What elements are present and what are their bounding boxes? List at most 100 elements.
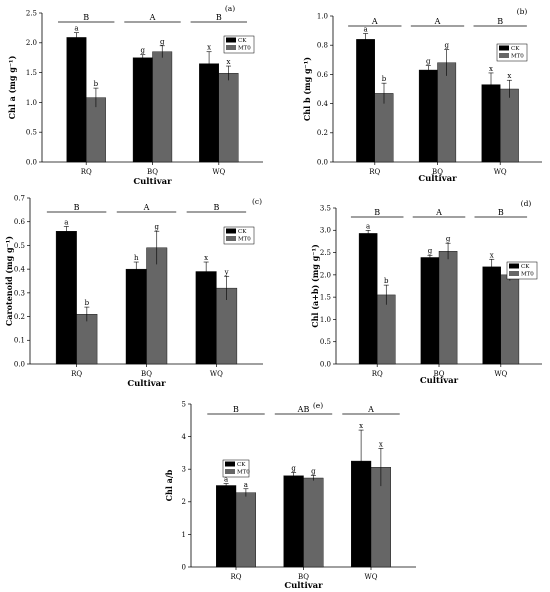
bar-significance-letter: x: [490, 251, 494, 259]
chart-panel-1: 0.0 0.5 1.0 1.5 2.0 2.5 Chl a (mg g⁻¹) Cultivar…: [7, 4, 263, 187]
y-tick-label: 1: [182, 531, 186, 539]
legend-label-mt0: MT0: [521, 272, 534, 278]
bar-mt0: [218, 72, 239, 163]
y-tick-label: 1.0: [317, 12, 328, 20]
bar-significance-letter: x: [507, 72, 511, 80]
y-tick-label: 0.0: [317, 158, 328, 166]
bar-significance-letter: a: [64, 218, 68, 226]
y-tick-label: 0.8: [317, 42, 328, 50]
legend-swatch-ck: [226, 228, 236, 234]
y-tick-label: 1.0: [26, 99, 37, 107]
bar-significance-letter: a: [74, 25, 78, 33]
y-tick-label: 0.6: [317, 71, 329, 79]
y-tick-label: 0.0: [14, 360, 25, 368]
y-tick-label: 1.5: [26, 69, 37, 77]
bar-mt0: [437, 62, 457, 163]
bar-mt0: [235, 492, 256, 568]
legend-label-ck: CK: [521, 264, 530, 270]
bar-significance-letter: b: [94, 80, 99, 88]
bar-significance-letter: g: [155, 223, 160, 231]
x-axis-label: Cultivar: [133, 177, 172, 187]
bar-mt0: [152, 51, 173, 163]
legend-swatch-mt0: [225, 469, 235, 474]
bar-ck: [283, 475, 304, 568]
y-tick-label: 0.2: [14, 313, 25, 321]
x-tick-label: RQ: [81, 168, 92, 176]
legend: CK MT0: [223, 226, 255, 245]
bar-ck: [356, 39, 375, 163]
legend-swatch-ck: [226, 37, 236, 43]
panel-label: (b): [517, 7, 528, 16]
y-tick-label: 2.0: [26, 39, 37, 47]
bar-significance-letter: g: [446, 235, 451, 243]
bar-ck: [418, 69, 438, 163]
bar-mt0: [500, 88, 519, 163]
x-axis-label: Cultivar: [418, 174, 457, 184]
legend-swatch-mt0: [509, 271, 519, 276]
y-tick-label: 5: [182, 400, 186, 408]
legend: CK MT0: [496, 43, 528, 62]
y-tick-label: 1.5: [320, 294, 331, 302]
bar-ck: [358, 233, 378, 365]
bar-significance-letter: g: [141, 47, 146, 55]
y-axis-label: Chl a (mg g⁻¹): [7, 55, 17, 119]
group-significance-letter: B: [233, 405, 239, 414]
x-tick-label: WQ: [494, 168, 507, 176]
legend-swatch-ck: [225, 461, 235, 467]
chart-panel-5: 0 1 2 3 4 5 Chl a/b Cultivar (e) RQ Ba a BQ AB g g WQ Ax x…: [164, 400, 416, 591]
y-tick-label: 0.0: [26, 158, 37, 166]
x-tick-label: BQ: [141, 370, 152, 378]
bar-significance-letter: g: [160, 38, 165, 46]
y-tick-label: 0.0: [320, 360, 331, 368]
x-tick-label: RQ: [369, 168, 380, 176]
legend-label-mt0: MT0: [238, 46, 251, 52]
group-significance-letter: A: [143, 203, 150, 212]
group-significance-letter: B: [497, 17, 503, 26]
bar-ck: [215, 485, 237, 568]
y-tick-label: 0.5: [320, 338, 331, 346]
chart-panel-4: 0.0 0.5 1.0 1.5 2.0 2.5 3.0 3.5 Chl (a+b) (mg g⁻…: [310, 199, 542, 386]
bar-ck: [125, 268, 147, 365]
legend-label-mt0: MT0: [237, 470, 250, 476]
bar-mt0: [500, 274, 520, 365]
bar-significance-letter: a: [364, 26, 368, 34]
bar-mt0: [85, 97, 106, 163]
legend-swatch-ck: [499, 45, 509, 51]
bar-significance-letter: g: [444, 42, 449, 50]
group-significance-letter: B: [83, 13, 89, 22]
chart-panel-3: 0.0 0.1 0.2 0.3 0.4 0.5 0.6 0.7 Carotenoid (mg g…: [4, 194, 263, 389]
bar-significance-letter: b: [384, 277, 389, 285]
y-axis-label: Chl a/b: [164, 469, 174, 501]
y-axis-label: Carotenoid (mg g⁻¹): [4, 236, 14, 326]
bar-ck: [482, 266, 501, 365]
x-axis-label: Cultivar: [284, 581, 323, 591]
group-significance-letter: A: [371, 17, 378, 26]
group-significance-letter: A: [367, 405, 374, 414]
bar-significance-letter: g: [291, 464, 296, 472]
group-significance-letter: B: [374, 208, 380, 217]
y-tick-label: 4: [182, 433, 187, 441]
x-axis-label: Cultivar: [420, 376, 459, 386]
group-significance-letter: AB: [297, 405, 310, 414]
legend: CK MT0: [222, 459, 250, 478]
group-significance-letter: B: [216, 13, 222, 22]
x-tick-label: WQ: [210, 370, 223, 378]
bar-significance-letter: g: [426, 58, 431, 66]
bar-significance-letter: a: [366, 222, 370, 230]
legend-swatch-ck: [509, 263, 519, 269]
x-tick-label: BQ: [434, 370, 445, 378]
bar-significance-letter: a: [244, 481, 248, 489]
chart-panel-2: 0.0 0.2 0.4 0.6 0.8 1.0 Chl b (mg g⁻¹) Cultivar…: [302, 7, 542, 184]
y-tick-label: 0.2: [317, 129, 328, 137]
bar-significance-letter: x: [489, 65, 493, 73]
y-tick-label: 1.0: [320, 316, 331, 324]
x-tick-label: WQ: [494, 370, 507, 378]
x-tick-label: BQ: [147, 168, 158, 176]
bar-ck: [195, 271, 217, 365]
y-tick-label: 2.0: [320, 271, 331, 279]
bar-significance-letter: x: [359, 422, 363, 430]
group-significance-letter: A: [149, 13, 156, 22]
y-tick-label: 2: [182, 498, 186, 506]
y-axis-label: Chl b (mg g⁻¹): [302, 57, 312, 121]
legend-label-ck: CK: [237, 462, 246, 468]
